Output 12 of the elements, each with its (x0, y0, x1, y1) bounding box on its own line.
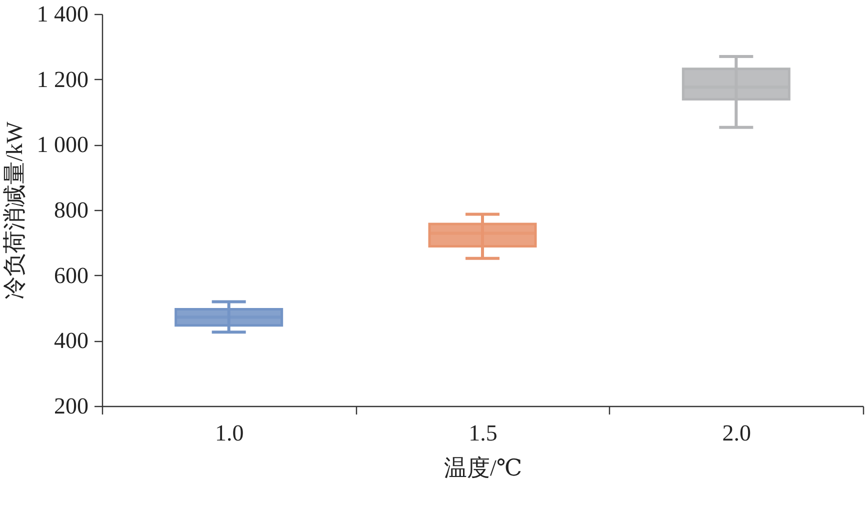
y-tick-label: 1 200 (36, 66, 88, 92)
y-tick-label: 1 000 (36, 132, 88, 158)
y-tick-label: 400 (54, 328, 88, 354)
y-axis-title: 冷负荷消减量/kW (2, 121, 27, 300)
y-tick-label: 800 (54, 198, 88, 222)
x-tick-label: 1.0 (214, 420, 244, 446)
x-tick-label: 2.0 (722, 420, 752, 446)
y-tick-label: 600 (54, 262, 88, 288)
y-tick-label: 200 (54, 394, 88, 418)
x-axis-title: 温度/℃ (444, 456, 522, 480)
x-tick-label: 1.5 (468, 420, 498, 446)
y-tick-label: 1 400 (36, 2, 88, 26)
